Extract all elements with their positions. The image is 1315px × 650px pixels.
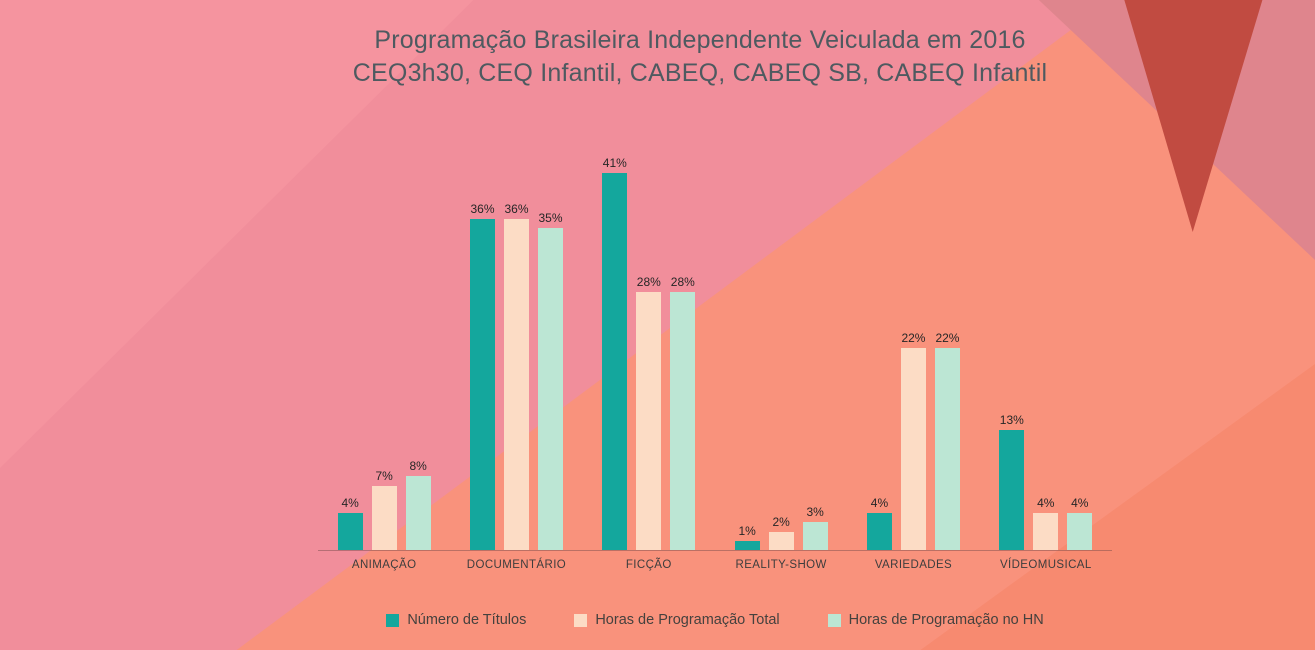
bar-wrap-series-3: 8% [405,459,431,550]
bar-value-label: 1% [738,523,756,538]
bar [999,430,1025,550]
bar-wrap-series-1: 36% [469,201,495,550]
bar-wrap-series-2: 22% [900,330,926,550]
bar [405,476,431,550]
bar-value-label: 4% [870,496,889,511]
bar [503,218,529,550]
bar-wrap-series-3: 35% [537,211,563,550]
bar-wrap-series-3: 3% [802,505,828,550]
bar-cluster: 36% 36% 35% [469,201,563,550]
bar-value-label: 2% [772,514,790,529]
bar [602,172,628,550]
bar-wrap-series-1: 4% [866,496,892,550]
bar-wrap-series-1: 13% [999,413,1025,550]
category-group-4: 1% 2% 3% REALITY-SHOW [715,140,847,571]
legend-label: Horas de Programação Total [595,612,780,628]
chart-title-line2: CEQ3h30, CEQ Infantil, CABEQ, CABEQ SB, … [352,59,1048,87]
bar-value-label: 8% [409,459,427,474]
category-group-1: 4% 7% 8% ANIMAÇÃO [318,140,450,571]
bar [670,292,696,550]
bar-value-label: 28% [670,275,695,290]
bar-wrap-series-2: 2% [768,514,794,550]
bar-value-label: 41% [602,155,627,170]
bar-cluster: 4% 7% 8% [337,459,431,550]
bar-cluster: 13% 4% 4% [999,413,1093,550]
bar-value-label: 22% [935,330,960,345]
category-label: REALITY-SHOW [735,559,827,571]
bar [1033,513,1059,550]
chart-legend: Número de Títulos Horas de Programação To… [318,612,1112,628]
legend-swatch [827,613,841,627]
bar-wrap-series-1: 41% [602,155,628,550]
plot-area: 4% 7% 8% ANIMAÇÃO 36% 36% 35% DOCUMENTÁRIO 41% 28… [318,140,1112,571]
bar [802,522,828,550]
bar-wrap-series-2: 28% [636,275,662,550]
category-label: ANIMAÇÃO [351,559,417,571]
category-group-2: 36% 36% 35% DOCUMENTÁRIO [450,140,582,571]
bar [337,513,363,550]
bar [900,347,926,550]
chart-title: Programação Brasileira Independente Veic… [320,24,1080,90]
bar [636,292,662,550]
bar-value-label: 22% [901,330,926,345]
category-label: DOCUMENTÁRIO [466,559,567,571]
bar-wrap-series-2: 4% [1033,496,1059,550]
bar-value-label: 13% [999,413,1024,428]
legend-label: Horas de Programação no HN [848,612,1044,628]
category-label: VARIEDADES [874,559,953,571]
bar [734,540,760,550]
legend-label: Número de Títulos [407,612,527,628]
bar [768,531,794,550]
bar-value-label: 35% [538,211,563,225]
legend-item-2: Horas de Programação Total [574,612,780,628]
bar-value-label: 7% [375,468,393,483]
chart-title-line1: Programação Brasileira Independente Veic… [374,26,1026,54]
bar-value-label: 3% [806,505,824,520]
bar-value-label: 36% [470,201,495,216]
x-axis-line [318,550,1112,551]
bar [1067,513,1093,550]
category-label: FICÇÃO [625,559,672,571]
bar [371,485,397,550]
bar-wrap-series-3: 4% [1067,496,1093,550]
bar-wrap-series-1: 4% [337,496,363,550]
bar-wrap-series-1: 1% [734,523,760,550]
bar [866,513,892,550]
bar [469,218,495,550]
category-group-6: 13% 4% 4% VÍDEOMUSICAL [980,140,1112,571]
legend-item-3: Horas de Programação no HN [827,612,1044,628]
category-label: VÍDEOMUSICAL [999,559,1092,571]
bar-cluster: 41% 28% 28% [602,155,696,550]
legend-swatch [574,613,588,627]
legend-item-1: Número de Títulos [386,612,526,628]
category-group-5: 4% 22% 22% VARIEDADES [847,140,979,571]
bar-wrap-series-3: 22% [934,330,960,550]
bar-value-label: 28% [636,275,661,290]
bar-wrap-series-3: 28% [670,275,696,550]
bar-wrap-series-2: 7% [371,468,397,550]
bar-cluster: 1% 2% 3% [734,505,828,550]
bar-value-label: 36% [504,201,529,216]
bar [537,228,563,550]
category-group-3: 41% 28% 28% FICÇÃO [583,140,715,571]
legend-swatch [386,613,400,627]
bar-value-label: 4% [1071,496,1089,511]
bar-wrap-series-2: 36% [503,201,529,550]
bar [934,347,960,550]
bar-value-label: 4% [341,496,359,511]
bar-cluster: 4% 22% 22% [866,330,960,550]
bar-value-label: 4% [1037,496,1055,511]
